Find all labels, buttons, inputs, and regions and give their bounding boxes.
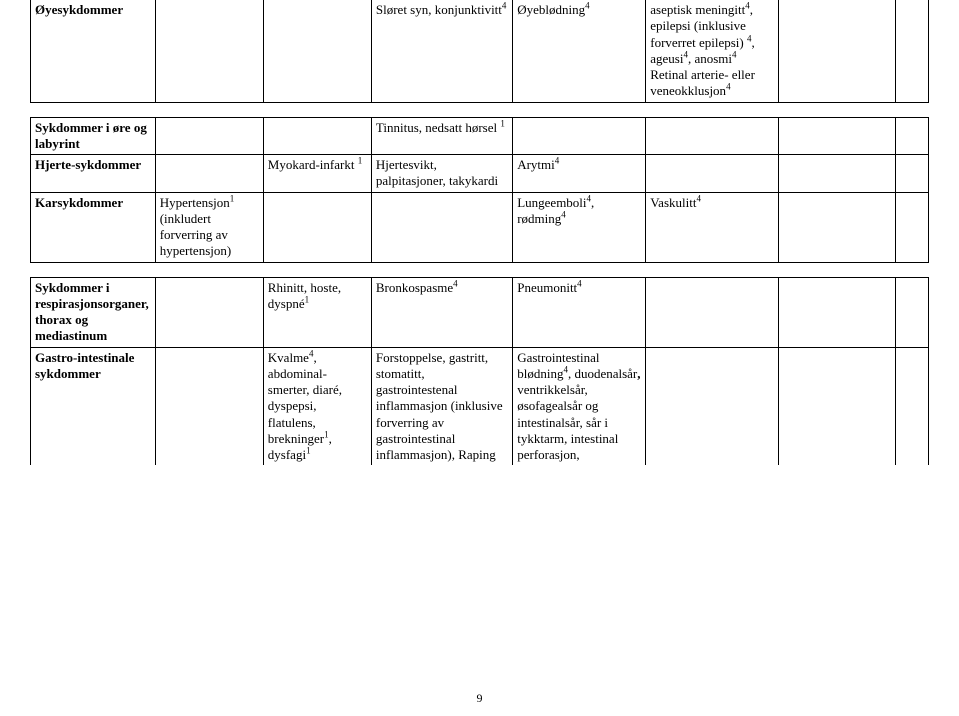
cell: Forstoppelse, gastritt, stomatitt, gastr… bbox=[371, 347, 512, 465]
cell-system: Sykdommer i øre og labyrint bbox=[31, 117, 156, 155]
cell-system: Sykdommer i respirasjonsorganer, thorax … bbox=[31, 277, 156, 347]
txt: Retinal arterie- eller veneokklusjon bbox=[650, 67, 755, 98]
cell-system: Hjerte-sykdommer bbox=[31, 155, 156, 193]
cell bbox=[779, 0, 895, 102]
cell: Myokard-infarkt 1 bbox=[263, 155, 371, 193]
sup: 4 bbox=[555, 156, 560, 166]
sup: 4 bbox=[696, 193, 701, 203]
cell: Bronkospasme4 bbox=[371, 277, 512, 347]
txt: Øyeblødning bbox=[517, 2, 585, 17]
txt: Hypertensjon bbox=[160, 195, 230, 210]
sup: 4 bbox=[585, 1, 590, 11]
cell bbox=[646, 277, 779, 347]
txt: Karsykdommer bbox=[35, 195, 123, 210]
cell bbox=[779, 192, 895, 262]
txt: Vaskulitt bbox=[650, 195, 696, 210]
txt: ventrikkelsår, øsofagealsår og intestina… bbox=[517, 382, 618, 462]
cell bbox=[155, 347, 263, 465]
cell: aseptisk meningitt4, epilepsi (inklusive… bbox=[646, 0, 779, 102]
txt: Tinnitus, nedsatt hørsel bbox=[376, 120, 500, 135]
cell-system: Gastro-intestinale sykdommer bbox=[31, 347, 156, 465]
txt: (inkludert forverring av hypertensjon) bbox=[160, 211, 231, 259]
txt: Kvalme bbox=[268, 350, 309, 365]
txt: Hjertesvikt, palpitasjoner, takykardi bbox=[376, 157, 498, 188]
adverse-events-table-2: Sykdommer i øre og labyrint Tinnitus, ne… bbox=[30, 117, 929, 263]
cell bbox=[155, 277, 263, 347]
cell: Pneumonitt4 bbox=[513, 277, 646, 347]
cell bbox=[513, 117, 646, 155]
table-row: Sykdommer i øre og labyrint Tinnitus, ne… bbox=[31, 117, 929, 155]
txt: Bronkospasme bbox=[376, 280, 453, 295]
cell bbox=[646, 347, 779, 465]
cell bbox=[263, 192, 371, 262]
sup: 1 bbox=[305, 294, 310, 304]
page-number: 9 bbox=[0, 691, 959, 706]
cell: Lungeemboli4, rødming4 bbox=[513, 192, 646, 262]
cell: Gastrointestinal blødning4, duodenalsår,… bbox=[513, 347, 646, 465]
page-content: Øyesykdommer Sløret syn, konjunktivitt4 … bbox=[0, 0, 959, 519]
table-row: Sykdommer i respirasjonsorganer, thorax … bbox=[31, 277, 929, 347]
cell: Vaskulitt4 bbox=[646, 192, 779, 262]
cell bbox=[895, 347, 928, 465]
table-row: Øyesykdommer Sløret syn, konjunktivitt4 … bbox=[31, 0, 929, 102]
cell bbox=[895, 117, 928, 155]
txt: Sykdommer i øre og labyrint bbox=[35, 120, 147, 151]
cell: Hypertensjon1 (inkludert forverring av h… bbox=[155, 192, 263, 262]
cell bbox=[155, 0, 263, 102]
cell-system: Øyesykdommer bbox=[31, 0, 156, 102]
cell: Rhinitt, hoste, dyspné1 bbox=[263, 277, 371, 347]
cell: Hjertesvikt, palpitasjoner, takykardi bbox=[371, 155, 512, 193]
cell bbox=[155, 155, 263, 193]
table-row: Hjerte-sykdommer Myokard-infarkt 1 Hjert… bbox=[31, 155, 929, 193]
cell: Øyeblødning4 bbox=[513, 0, 646, 102]
cell bbox=[779, 277, 895, 347]
cell: Tinnitus, nedsatt hørsel 1 bbox=[371, 117, 512, 155]
txt: Øyesykdommer bbox=[35, 2, 123, 17]
txt: Lungeemboli bbox=[517, 195, 586, 210]
txt: 9 bbox=[477, 691, 483, 705]
sup: 1 bbox=[358, 156, 363, 166]
cell bbox=[779, 155, 895, 193]
cell bbox=[155, 117, 263, 155]
txt: , duodenalsår bbox=[568, 366, 637, 381]
cell bbox=[646, 117, 779, 155]
sup: 4 bbox=[726, 82, 731, 92]
cell bbox=[779, 117, 895, 155]
cell bbox=[895, 155, 928, 193]
table-row: Gastro-intestinale sykdommer Kvalme4, ab… bbox=[31, 347, 929, 465]
sup: 4 bbox=[453, 278, 458, 288]
cell bbox=[263, 117, 371, 155]
txt: aseptisk meningitt bbox=[650, 2, 745, 17]
cell-system: Karsykdommer bbox=[31, 192, 156, 262]
cell: Kvalme4, abdominal-smerter, diaré, dyspe… bbox=[263, 347, 371, 465]
txt: Hjerte-sykdommer bbox=[35, 157, 141, 172]
txt: Pneumonitt bbox=[517, 280, 577, 295]
sup: 1 bbox=[306, 446, 311, 456]
cell bbox=[646, 155, 779, 193]
cell: Sløret syn, konjunktivitt4 bbox=[371, 0, 512, 102]
txt: Gastro-intestinale sykdommer bbox=[35, 350, 134, 381]
cell bbox=[263, 0, 371, 102]
txt: Sløret syn, konjunktivitt bbox=[376, 2, 502, 17]
cell bbox=[895, 0, 928, 102]
sup: 4 bbox=[561, 209, 566, 219]
cell bbox=[895, 277, 928, 347]
table-row: Karsykdommer Hypertensjon1 (inkludert fo… bbox=[31, 192, 929, 262]
sup: 1 bbox=[230, 193, 235, 203]
cell bbox=[779, 347, 895, 465]
cell: Arytmi4 bbox=[513, 155, 646, 193]
txt: Myokard-infarkt bbox=[268, 157, 358, 172]
sup: 4 bbox=[732, 49, 737, 59]
txt: Arytmi bbox=[517, 157, 555, 172]
txt: Forstoppelse, gastritt, stomatitt, gastr… bbox=[376, 350, 503, 463]
adverse-events-table-3: Sykdommer i respirasjonsorganer, thorax … bbox=[30, 277, 929, 466]
cell bbox=[371, 192, 512, 262]
sup: 4 bbox=[502, 1, 507, 11]
sup: 1 bbox=[500, 118, 505, 128]
adverse-events-table-1: Øyesykdommer Sløret syn, konjunktivitt4 … bbox=[30, 0, 929, 103]
sup: 4 bbox=[577, 278, 582, 288]
cell bbox=[895, 192, 928, 262]
txt: Sykdommer i respirasjonsorganer, thorax … bbox=[35, 280, 149, 344]
txt: , anosmi bbox=[688, 51, 732, 66]
